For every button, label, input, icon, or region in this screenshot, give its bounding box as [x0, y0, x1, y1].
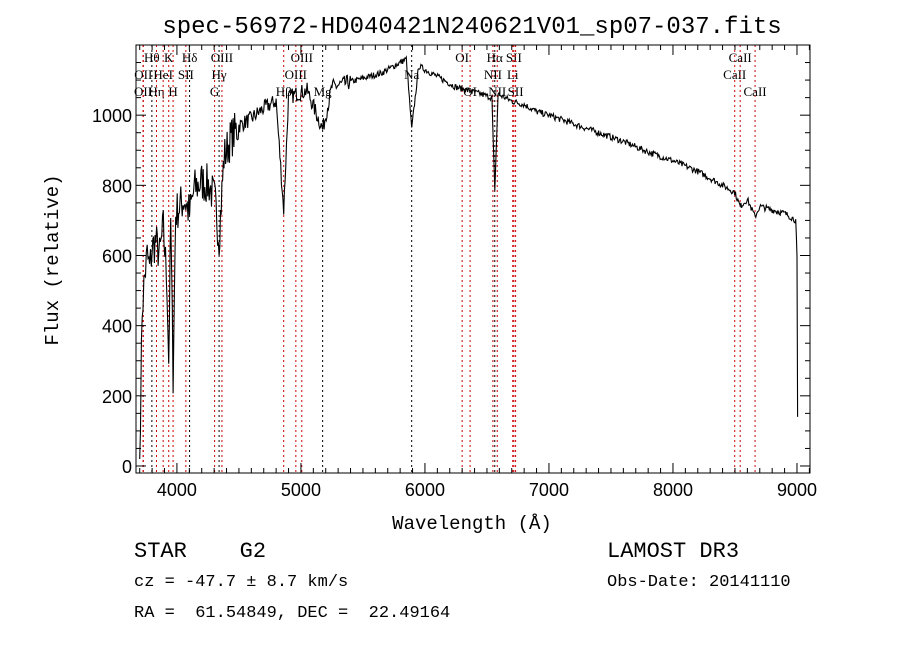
- line-label: HeI: [153, 67, 173, 82]
- line-label: OIII: [285, 67, 307, 82]
- y-tick-label: 400: [102, 317, 132, 337]
- line-label: OII: [134, 67, 152, 82]
- chart-title: spec-56972-HD040421N240621V01_sp07-037.f…: [162, 14, 781, 41]
- object-class: STAR G2: [134, 539, 267, 564]
- line-label: Hθ: [144, 50, 160, 65]
- plot-frame: [135, 44, 811, 474]
- line-label: SII: [506, 50, 522, 65]
- y-axis-label: Flux (relative): [42, 174, 64, 345]
- coordinates: RA = 61.54849, DEC = 22.49164: [134, 604, 451, 623]
- line-label: G: [210, 84, 219, 99]
- line-label: Mg: [314, 84, 333, 99]
- survey-name: LAMOST DR3: [607, 539, 740, 564]
- line-label: CaII: [729, 50, 752, 65]
- line-label: SII: [508, 84, 524, 99]
- x-tick-label: 7000: [529, 480, 569, 500]
- line-label: SII: [178, 67, 194, 82]
- line-label: Hγ: [212, 67, 227, 82]
- line-label: Li: [507, 67, 519, 82]
- x-tick-label: 4000: [157, 480, 197, 500]
- y-tick-label: 0: [122, 457, 132, 477]
- line-label: NII: [484, 67, 502, 82]
- spectrum-line: [139, 55, 799, 460]
- spectrum-series: [139, 55, 799, 460]
- line-label: Hδ: [182, 50, 198, 65]
- y-tick-label: 1000: [92, 106, 132, 126]
- x-tick-label: 8000: [653, 480, 693, 500]
- y-tick-label: 600: [102, 246, 132, 266]
- redshift-cz: cz = -47.7 ± 8.7 km/s: [134, 573, 349, 592]
- x-axis-label: Wavelength (Å): [392, 513, 552, 535]
- line-label: Hα: [487, 50, 503, 65]
- line-label: OIII: [211, 50, 233, 65]
- x-tick-label: 5000: [281, 480, 321, 500]
- spectral-line-markers: OIIHθOIIHηHeIKHSIIHδGHγOIIIHβOIIIOIIIMgN…: [134, 45, 767, 473]
- line-label: OI: [455, 50, 469, 65]
- line-label: OIII: [291, 50, 313, 65]
- x-tick-label: 9000: [777, 480, 817, 500]
- obs-date: Obs-Date: 20141110: [607, 573, 791, 592]
- line-label: Hη: [148, 84, 164, 99]
- axis-ticks: 4000 5000 6000 7000 8000 9000 0 200 400 600 800 100…: [92, 45, 817, 500]
- y-tick-label: 200: [102, 387, 132, 407]
- line-label: K: [164, 50, 174, 65]
- y-tick-label: 800: [102, 176, 132, 196]
- x-tick-label: 6000: [405, 480, 445, 500]
- line-label: CaII: [744, 84, 767, 99]
- line-label: H: [168, 84, 177, 99]
- line-label: NII: [488, 84, 506, 99]
- line-label: CaII: [723, 67, 746, 82]
